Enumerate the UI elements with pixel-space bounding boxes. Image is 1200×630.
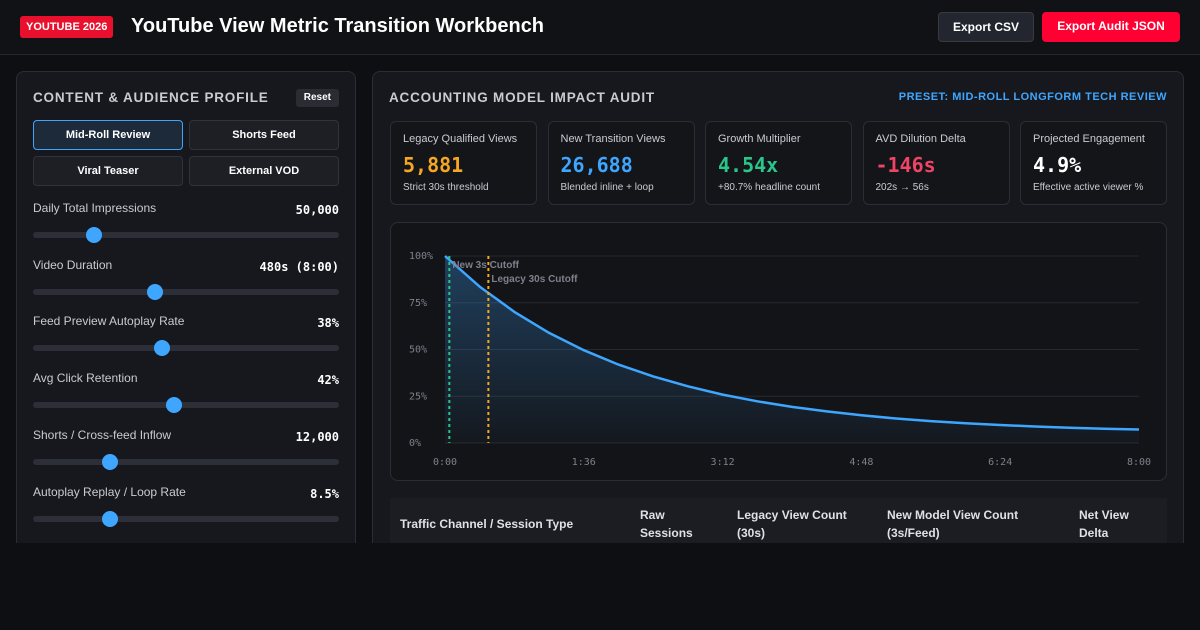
preset-button[interactable]: Viral Teaser [33, 156, 183, 186]
cutoff-label: Legacy 30s Cutoff [491, 274, 578, 285]
slider-label: Video Duration [33, 257, 113, 272]
slider-label: Avg Click Retention [33, 371, 138, 386]
profile-panel: CONTENT & AUDIENCE PROFILE Reset Mid-Rol… [16, 71, 356, 543]
metric-sub: 202s → 56s [875, 182, 929, 193]
preset-button[interactable]: Shorts Feed [189, 120, 339, 150]
panel-title: ACCOUNTING MODEL IMPACT AUDIT [389, 90, 655, 105]
metric-card: Projected Engagement 4.9% Effective active… [1020, 121, 1167, 205]
x-tick-label: 8:00 [1127, 457, 1151, 468]
chart: 0% 25% 50% 75% 100% 0:00 1:36 3:12 4:48 6:24 8:00 N… [409, 251, 1151, 468]
slider-thumb[interactable] [147, 283, 164, 300]
column-header: Raw Sessions [640, 508, 693, 540]
metric-value: 26,688 [560, 153, 633, 177]
metric-card: Legacy Qualified Views 5,881 Strict 30s th… [390, 121, 537, 205]
slider-value: 38% [317, 316, 339, 331]
metric-label: AVD Dilution Delta [875, 133, 966, 145]
slider-track[interactable] [33, 397, 339, 414]
x-tick-label: 1:36 [572, 457, 596, 468]
metric-label: Growth Multiplier [718, 133, 801, 145]
preset-label: PRESET: MID-ROLL LONGFORM TECH REVIEW [898, 91, 1167, 103]
column-header: Net View Delta [1079, 508, 1129, 540]
slider-value: 480s (8:00) [259, 259, 339, 274]
x-tick-label: 4:48 [849, 457, 873, 468]
y-tick-label: 75% [409, 298, 427, 309]
column-header: New Model View Count (3s/Feed) [887, 508, 1019, 540]
slider-value: 8.5% [310, 486, 339, 501]
slider-value: 12,000 [295, 429, 339, 444]
metric-card: New Transition Views 26,688 Blended inline… [547, 121, 695, 205]
metric-value: 4.54x [718, 153, 779, 177]
line [444, 255, 1140, 431]
metric-card: AVD Dilution Delta -146s 202s → 56s [862, 121, 1010, 205]
panel-title: CONTENT & AUDIENCE PROFILE [33, 90, 269, 105]
slider-track[interactable] [33, 510, 339, 527]
column-header: Legacy View Count (30s) [737, 508, 847, 540]
slider-thumb[interactable] [86, 227, 103, 243]
audit-panel: ACCOUNTING MODEL IMPACT AUDIT PRESET: MI… [372, 71, 1184, 543]
x-tick-label: 0:00 [433, 457, 457, 468]
slider-label: Shorts / Cross-feed Inflow [33, 427, 172, 442]
metric-value: -146s [875, 153, 936, 177]
metric-label: Projected Engagement [1033, 133, 1145, 145]
slider-label: Feed Preview Autoplay Rate [33, 314, 185, 329]
metric-value: 4.9% [1033, 153, 1082, 177]
y-tick-label: 0% [409, 438, 421, 449]
export-csv-button[interactable]: Export CSV [938, 12, 1034, 42]
y-tick-label: 50% [409, 345, 427, 356]
metric-label: New Transition Views [560, 133, 666, 145]
slider-thumb[interactable] [101, 510, 118, 527]
slider-label: Autoplay Replay / Loop Rate [33, 484, 186, 499]
metric-label: Legacy Qualified Views [403, 133, 518, 145]
slider-thumb[interactable] [101, 453, 118, 470]
column-header: Traffic Channel / Session Type [400, 517, 574, 531]
badge: YOUTUBE 2026 [20, 16, 114, 38]
slider-value: 50,000 [295, 203, 339, 217]
app-title: YouTube View Metric Transition Workbench [131, 15, 545, 37]
cutoff-label: New 3s Cutoff [452, 260, 519, 271]
main: CONTENT & AUDIENCE PROFILE Reset Mid-Rol… [0, 55, 1200, 543]
metric-value: 5,881 [403, 153, 464, 177]
x-tick-label: 3:12 [711, 457, 735, 468]
slider-value: 42% [317, 373, 339, 388]
metric-sub: +80.7% headline count [718, 182, 821, 193]
y-tick-label: 25% [409, 391, 427, 402]
slider-track[interactable] [33, 227, 339, 243]
preset-button[interactable]: Mid-Roll Review [33, 120, 183, 150]
y-tick-label: 100% [409, 251, 433, 262]
slider-thumb[interactable] [153, 340, 170, 357]
metric-sub: Strict 30s threshold [403, 182, 489, 193]
metric-card: Growth Multiplier 4.54x +80.7% headline co… [705, 121, 852, 205]
slider-thumb[interactable] [165, 397, 182, 414]
slider-track[interactable] [33, 340, 339, 357]
slider-label: Daily Total Impressions [33, 201, 157, 215]
table-header: Traffic Channel / Session Type Raw Sessio… [390, 498, 1167, 543]
preset-button[interactable]: External VOD [189, 156, 339, 186]
reset-button[interactable]: Reset [295, 89, 339, 107]
metric-sub: Effective active viewer % [1033, 182, 1144, 193]
x-tick-label: 6:24 [988, 457, 1012, 468]
slider-track[interactable] [33, 283, 339, 300]
chart-container: 0% 25% 50% 75% 100% 0:00 1:36 3:12 4:48 6:24 8:00 N… [390, 222, 1167, 481]
export-json-button[interactable]: Export Audit JSON [1042, 12, 1180, 42]
metric-sub: Blended inline + loop [560, 182, 654, 193]
slider-track[interactable] [33, 453, 339, 470]
header: YOUTUBE 2026 YouTube View Metric Transit… [0, 0, 1200, 55]
area [445, 256, 1139, 443]
